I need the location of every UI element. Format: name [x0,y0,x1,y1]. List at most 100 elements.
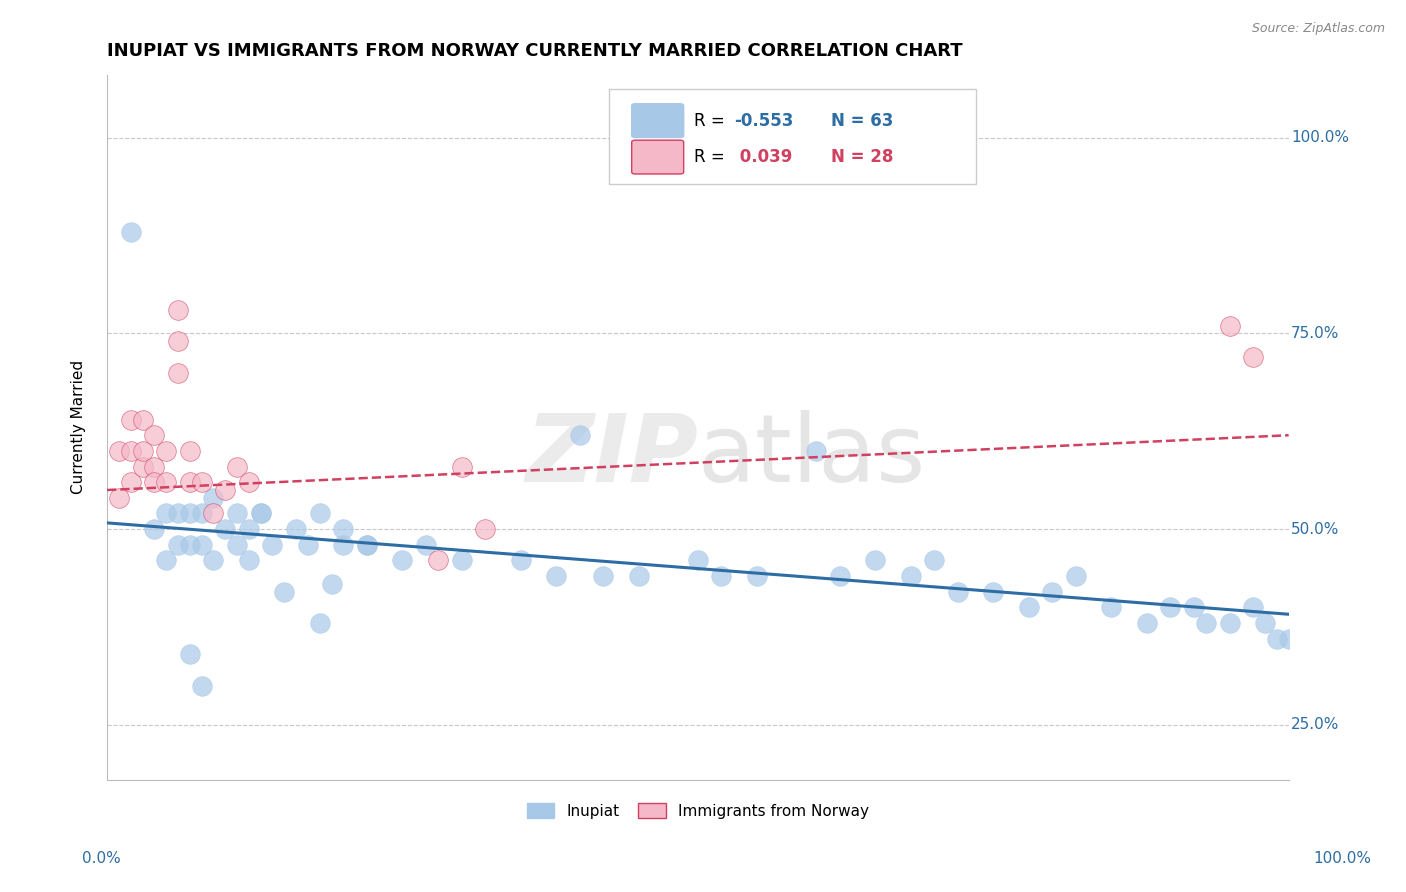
Text: -0.553: -0.553 [734,112,794,129]
Point [863,553,886,567]
Text: N = 63: N = 63 [831,112,894,129]
Point [167,303,190,318]
Point [1195,616,1218,631]
Point [426,553,449,567]
Point [238,475,260,490]
Point [226,538,249,552]
Point [804,443,827,458]
Point [1219,616,1241,631]
Point [285,522,308,536]
Point [238,522,260,536]
Point [120,443,142,458]
Point [1254,616,1277,631]
Point [1278,632,1301,646]
Point [202,491,225,505]
Point [1265,632,1288,646]
Point [155,507,177,521]
Point [450,459,472,474]
Point [190,475,212,490]
Point [214,522,236,536]
Point [509,553,531,567]
Point [627,569,650,583]
Point [356,538,378,552]
Y-axis label: Currently Married: Currently Married [72,360,86,494]
Point [155,443,177,458]
Point [900,569,922,583]
FancyBboxPatch shape [631,140,683,174]
Point [143,428,166,442]
Text: Source: ZipAtlas.com: Source: ZipAtlas.com [1251,22,1385,36]
Point [1136,616,1159,631]
Point [190,507,212,521]
Text: 100.0%: 100.0% [1291,130,1348,145]
Point [226,507,249,521]
Point [1064,569,1087,583]
Text: 25.0%: 25.0% [1291,717,1340,732]
Point [273,584,295,599]
Text: 0.0%: 0.0% [82,852,121,866]
Point [190,538,212,552]
Point [190,679,212,693]
Point [1241,600,1264,615]
Point [120,475,142,490]
Text: N = 28: N = 28 [831,148,894,166]
Text: R =: R = [695,148,730,166]
Point [155,553,177,567]
Point [202,553,225,567]
Point [415,538,437,552]
Text: 75.0%: 75.0% [1291,326,1340,341]
Point [131,412,153,426]
Point [981,584,1004,599]
Point [1219,318,1241,333]
Point [120,412,142,426]
Point [120,225,142,239]
Point [108,443,131,458]
Point [1099,600,1122,615]
Point [1018,600,1040,615]
Point [143,522,166,536]
Point [356,538,378,552]
Point [592,569,614,583]
Point [249,507,271,521]
Point [1040,584,1063,599]
Point [226,459,249,474]
Point [297,538,319,552]
FancyBboxPatch shape [609,89,976,185]
Point [131,459,153,474]
Point [238,553,260,567]
Point [167,507,190,521]
Point [710,569,733,583]
Point [108,491,131,505]
Point [131,443,153,458]
Point [214,483,236,497]
Point [143,475,166,490]
Point [391,553,413,567]
Point [179,475,201,490]
Text: 50.0%: 50.0% [1291,522,1340,537]
Point [202,507,225,521]
Point [450,553,472,567]
Point [321,577,343,591]
Point [167,334,190,349]
Point [686,553,709,567]
Point [249,507,271,521]
Point [922,553,945,567]
Text: atlas: atlas [697,409,927,501]
Text: INUPIAT VS IMMIGRANTS FROM NORWAY CURRENTLY MARRIED CORRELATION CHART: INUPIAT VS IMMIGRANTS FROM NORWAY CURREN… [107,42,963,60]
Point [1182,600,1205,615]
Point [544,569,567,583]
Point [332,538,354,552]
Point [179,648,201,662]
Point [1241,350,1264,364]
Point [1159,600,1181,615]
Point [308,507,330,521]
Point [167,538,190,552]
Point [568,428,591,442]
Point [179,443,201,458]
Point [262,538,284,552]
Text: R =: R = [695,112,730,129]
Text: 0.039: 0.039 [734,148,793,166]
Legend: Inupiat, Immigrants from Norway: Inupiat, Immigrants from Norway [520,797,875,825]
Text: ZIP: ZIP [524,409,697,501]
Point [143,459,166,474]
